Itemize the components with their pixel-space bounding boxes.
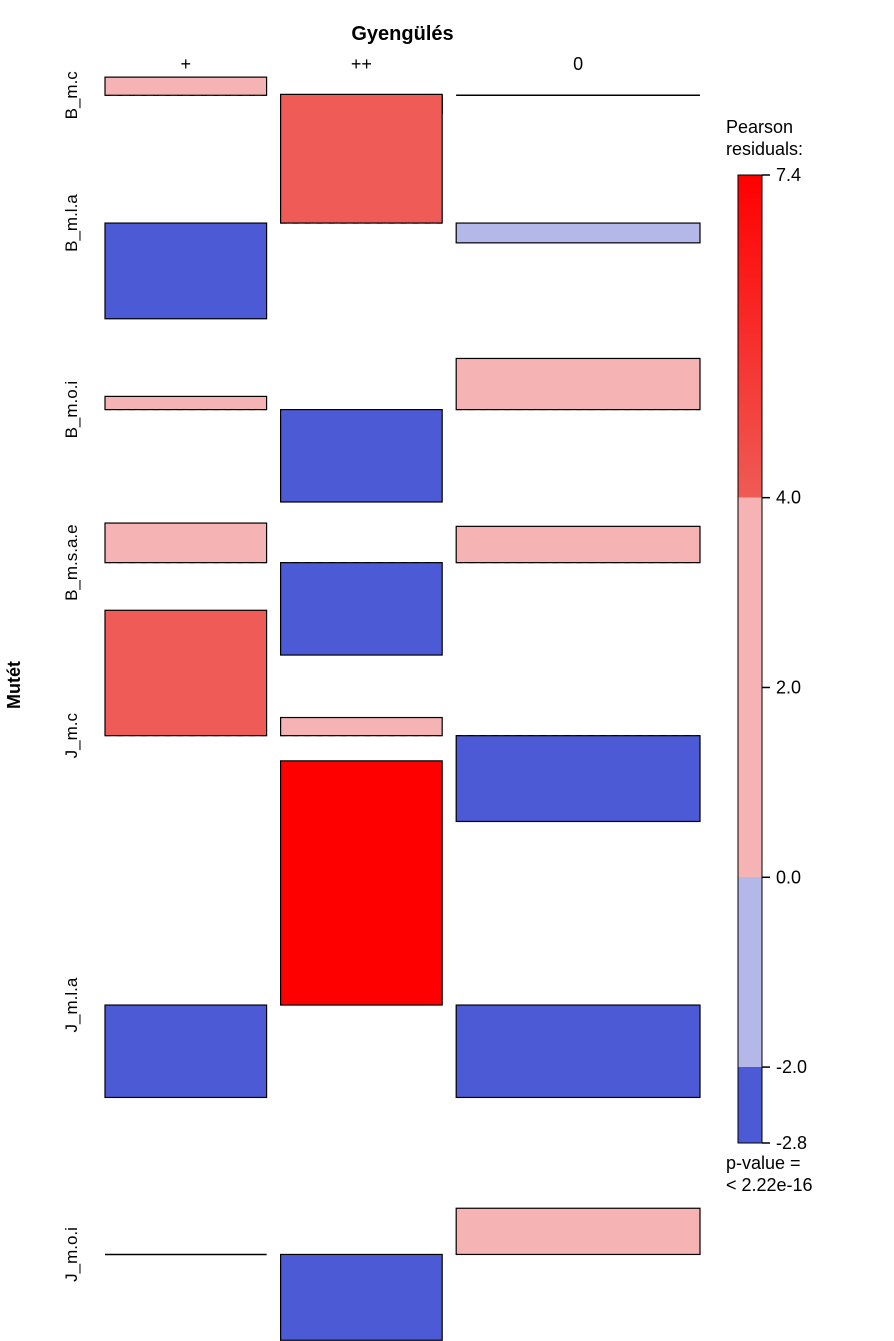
- cell-rect: 1.4: [456, 1208, 700, 1254]
- row-label: B_m.c: [62, 71, 81, 120]
- legend-pvalue: < 2.22e-16: [726, 1175, 813, 1195]
- cell-rect: 1.2: [105, 523, 267, 563]
- row-label: B_m.o.i: [62, 381, 81, 439]
- cell-rect: -0.6: [456, 223, 700, 243]
- cell-rect: 3.9: [281, 94, 443, 223]
- row-label: B_m.s.a.e: [62, 524, 81, 601]
- row-label: J_m.o.i: [62, 1227, 81, 1282]
- cell-rect: -2.8: [281, 410, 443, 502]
- cell-rect: 1.55: [456, 358, 700, 409]
- cell-rect: -2.6: [456, 736, 700, 822]
- legend-tick: 7.4: [776, 165, 801, 185]
- cell-rect: 0.55: [105, 77, 267, 95]
- cell-rect: 3.8: [105, 610, 267, 735]
- cell-rect: 7.4: [281, 761, 443, 1005]
- plot-svg: Gyengülés+++0MutétB_m.cB_m.l.aB_m.o.iB_m…: [0, 0, 894, 1341]
- legend-title: residuals:: [726, 139, 803, 159]
- cell-rect: 0.4: [105, 396, 267, 409]
- cell-rect: -2.8: [105, 1005, 267, 1097]
- legend-tick: -2.8: [776, 1133, 807, 1153]
- legend-pvalue: p-value =: [726, 1153, 801, 1173]
- y-axis-label: Mutét: [4, 661, 24, 709]
- column-label: +: [181, 54, 192, 74]
- cell-rect: -2.6: [281, 1254, 443, 1340]
- plot-title: Gyengülés: [351, 23, 453, 45]
- column-label: 0: [573, 54, 583, 74]
- legend-tick: 2.0: [776, 677, 801, 697]
- association-plot: Gyengülés+++0MutétB_m.cB_m.l.aB_m.o.iB_m…: [0, 0, 894, 1341]
- legend-tick: 4.0: [776, 488, 801, 508]
- cell-rect: -2.8: [456, 1005, 700, 1097]
- legend-tick: -2.0: [776, 1057, 807, 1077]
- cell-rect: -2.8: [281, 563, 443, 655]
- cell-rect: 1.1: [456, 526, 700, 562]
- cell-rect: 0.55: [281, 718, 443, 736]
- row-label: J_m.l.a: [62, 977, 81, 1032]
- cell-rect: -2.9: [105, 223, 267, 319]
- legend-title: Pearson: [726, 117, 793, 137]
- legend-colorbar: [738, 175, 762, 1143]
- row-label: J_m.c: [62, 713, 81, 759]
- column-label: ++: [351, 54, 372, 74]
- legend-tick: 0.0: [776, 867, 801, 887]
- row-label: B_m.l.a: [62, 194, 81, 252]
